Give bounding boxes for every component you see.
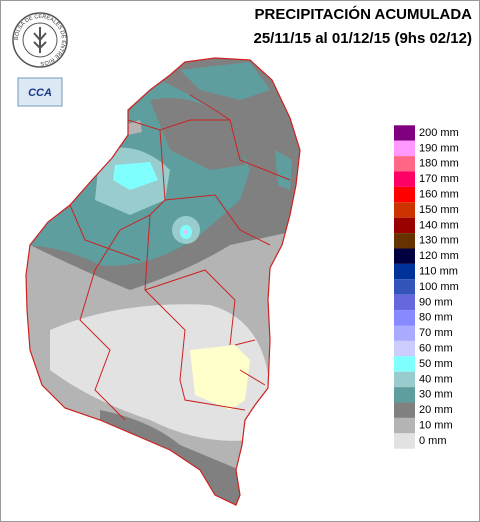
legend-label: 190 mm — [419, 142, 459, 154]
legend-swatch — [394, 263, 415, 280]
legend-label: 100 mm — [419, 281, 459, 293]
legend-swatch — [394, 402, 415, 418]
legend-label: 40 mm — [419, 373, 453, 385]
legend-swatch — [394, 325, 415, 341]
legend-swatch — [394, 294, 415, 311]
legend-swatch — [394, 125, 415, 141]
cca-text: CCA — [28, 87, 52, 99]
legend-label: 150 mm — [419, 204, 459, 216]
legend-label: 180 mm — [419, 158, 459, 170]
legend-label: 50 mm — [419, 358, 453, 370]
legend-label: 200 mm — [419, 127, 459, 139]
legend-swatch — [394, 186, 415, 203]
legend-swatch — [394, 387, 415, 403]
legend-label: 160 mm — [419, 189, 459, 201]
legend-swatch — [394, 217, 415, 234]
legend-label: 130 mm — [419, 235, 459, 247]
title: PRECIPITACIÓN ACUMULADA — [255, 5, 473, 23]
legend-label: 170 mm — [419, 173, 459, 185]
legend-swatch — [394, 156, 415, 172]
legend-swatch — [394, 340, 415, 357]
legend-swatch — [394, 417, 415, 434]
legend-swatch — [394, 279, 415, 295]
legend-label: 30 mm — [419, 389, 453, 401]
legend-swatch — [394, 140, 415, 157]
legend-label: 80 mm — [419, 312, 453, 324]
legend-label: 120 mm — [419, 250, 459, 262]
legend-label: 0 mm — [419, 435, 447, 447]
legend-swatch — [394, 356, 415, 372]
legend: 200 mm 190 mm 180 mm 170 mm 160 mm 150 mm 140 … — [394, 125, 459, 449]
legend-swatch — [394, 233, 415, 249]
legend-label: 90 mm — [419, 296, 453, 308]
legend-swatch — [394, 202, 415, 218]
legend-swatch — [394, 248, 415, 264]
legend-label: 10 mm — [419, 420, 453, 432]
legend-swatch — [394, 310, 415, 326]
legend-label: 140 mm — [419, 219, 459, 231]
cca-logo: CCA — [17, 77, 63, 107]
legend-swatch — [394, 171, 415, 187]
legend-swatch — [394, 371, 415, 388]
bolsa-logo: BOLSA DE CEREALES DE ENTRE RIOS — [12, 12, 68, 68]
legend-label: 70 mm — [419, 327, 453, 339]
legend-label: 110 mm — [419, 266, 458, 278]
legend-swatch — [394, 433, 415, 449]
legend-label: 60 mm — [419, 343, 453, 355]
legend-label: 20 mm — [419, 404, 453, 416]
subtitle: 25/11/15 al 01/12/15 (9hs 02/12) — [253, 30, 472, 47]
